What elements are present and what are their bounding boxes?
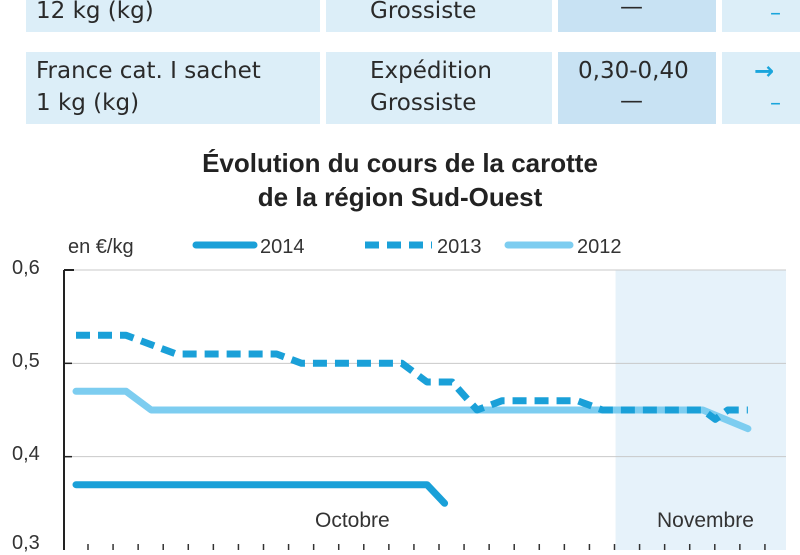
legend-label-2014: 2014 [260,236,305,258]
y-tick-label: 0,4 [12,443,40,465]
chart-title-line1: Évolution du cours de la carotte [202,148,598,178]
stage-label: Grossiste [370,0,477,24]
price-chart [63,241,786,550]
price-table: 12 kg (kg) Grossiste — – France cat. I s… [0,0,800,130]
table-row: 12 kg (kg) Grossiste — – [0,0,800,32]
y-tick-label: 0,6 [12,257,40,279]
trend-cell: → – [722,52,800,124]
product-cell: 12 kg (kg) [26,0,320,32]
y-tick-label: 0,3 [12,532,40,554]
product-label-line1: France cat. I sachet [36,58,261,84]
y-tick-label: 0,5 [12,350,40,372]
x-month-label-octobre: Octobre [315,509,390,532]
stage-cell: Expédition Grossiste [326,52,552,124]
product-label-line2: 1 kg (kg) [36,90,140,116]
arrow-right-icon: → [754,57,775,85]
stage-label: Expédition [370,58,492,84]
price-cell: 0,30-0,40 — [558,52,716,124]
x-month-label-novembre: Novembre [657,509,754,532]
legend-label-2013: 2013 [437,236,482,258]
product-label-line2: 12 kg (kg) [36,0,154,24]
series-line-2013 [76,331,748,423]
stage-label: Grossiste [370,90,477,116]
y-axis-unit-label: en €/kg [68,236,134,258]
legend-label-2012: 2012 [577,236,622,258]
stage-cell: Grossiste [326,0,552,32]
table-row: France cat. I sachet 1 kg (kg) Expéditio… [0,52,800,124]
price-value: 0,30-0,40 [578,58,689,84]
price-value: — [620,0,643,20]
product-cell: France cat. I sachet 1 kg (kg) [26,52,320,124]
price-cell: — [558,0,716,32]
trend-cell: – [722,0,800,32]
series-line-2012 [72,387,752,433]
chart-title-line2: de la région Sud-Ouest [257,182,543,212]
trend-dash-icon: – [770,1,781,26]
series-line-2014 [72,481,449,507]
price-value: — [620,88,643,114]
trend-dash-icon: – [770,91,781,116]
